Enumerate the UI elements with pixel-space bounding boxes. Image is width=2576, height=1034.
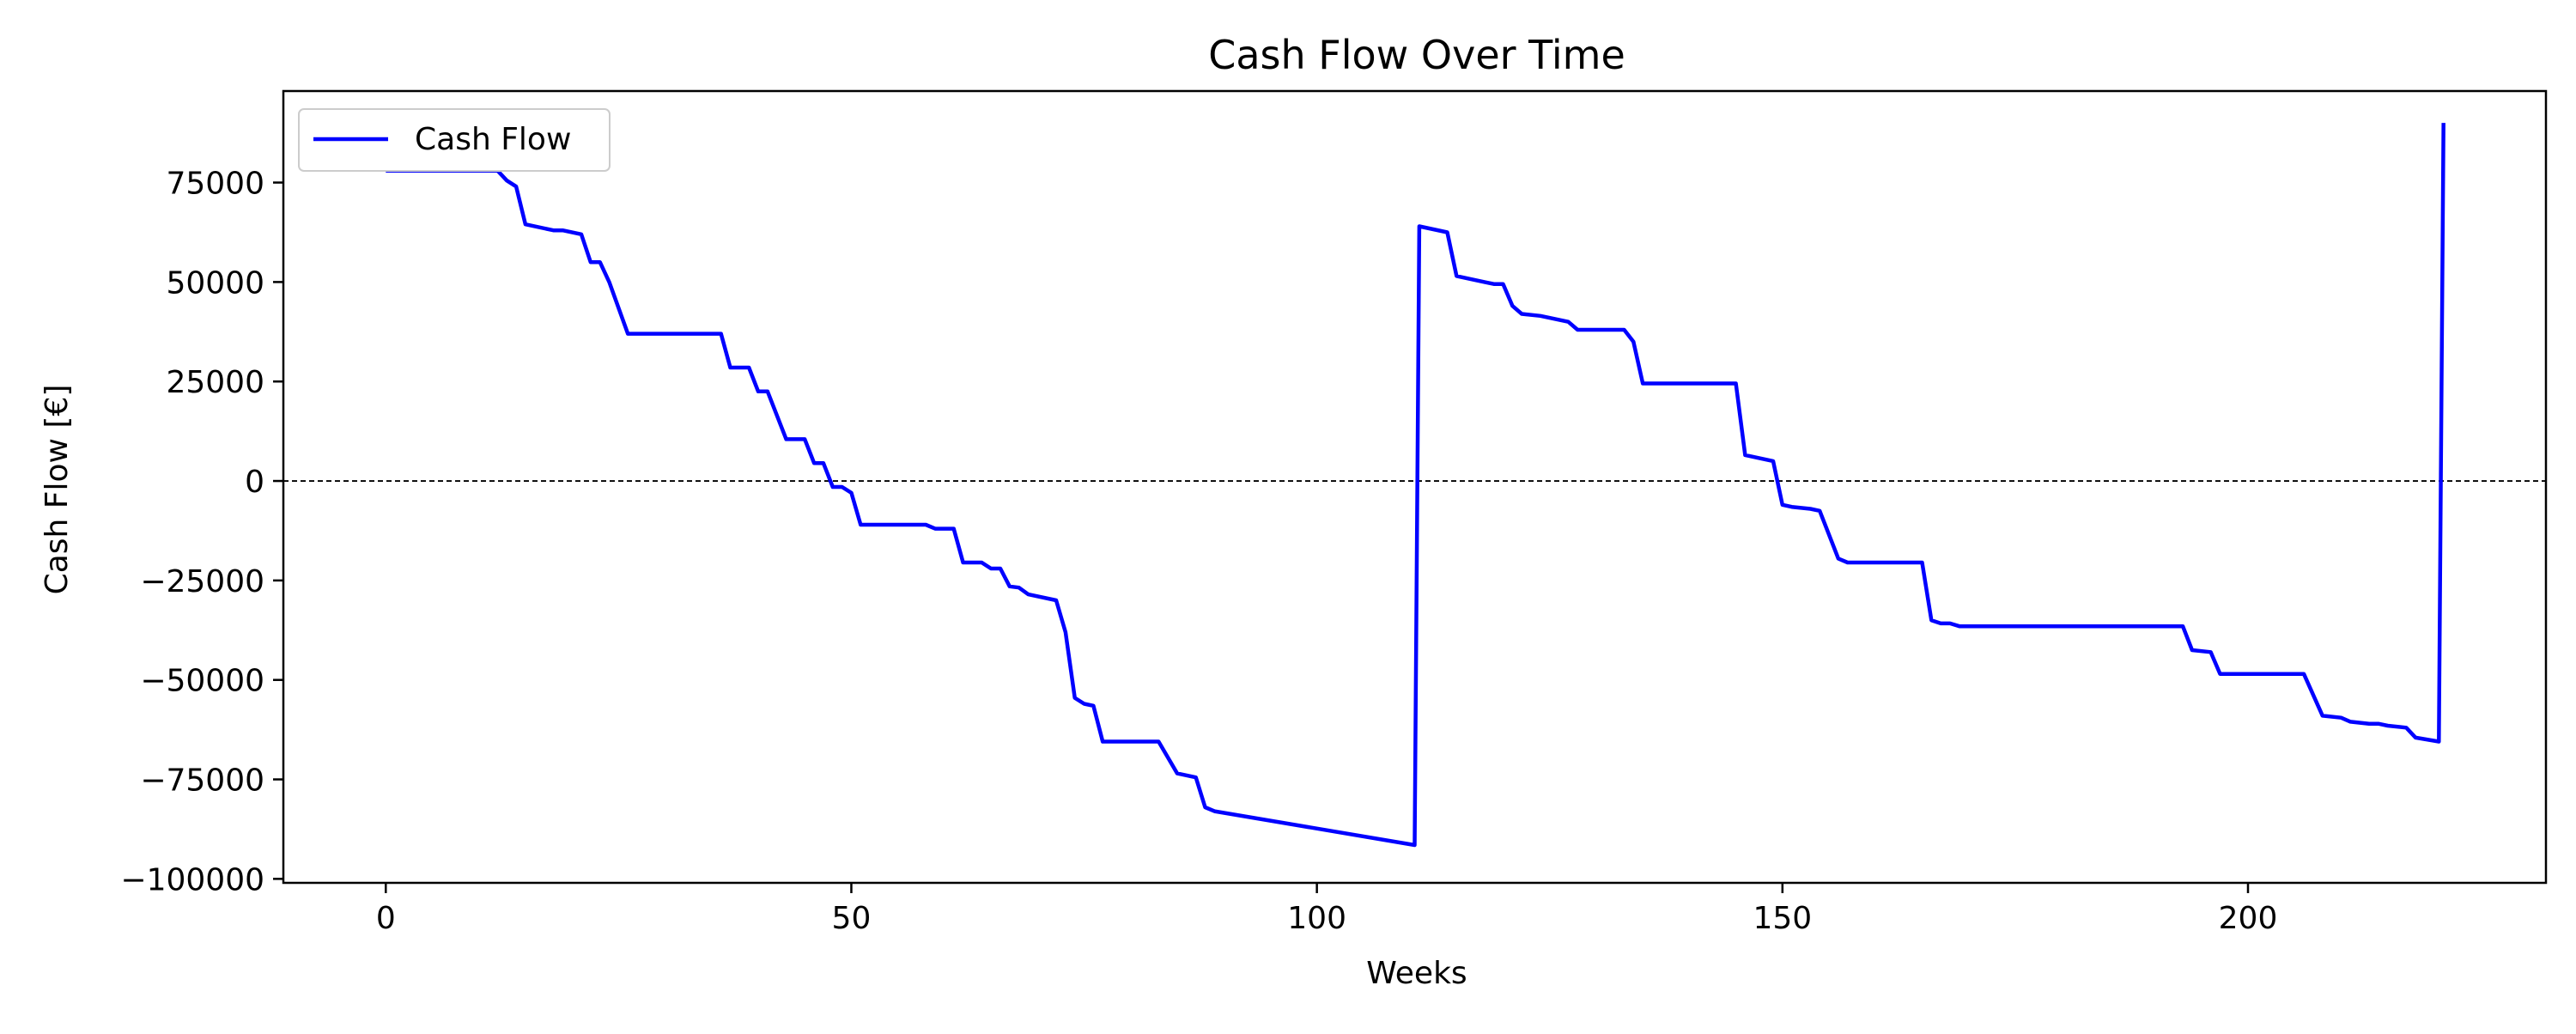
x-tick-label: 100: [1287, 901, 1346, 936]
legend-label: Cash Flow: [415, 122, 571, 157]
y-axis-label: Cash Flow [€]: [39, 385, 75, 595]
x-tick-label: 150: [1753, 901, 1812, 936]
y-tick-label: −50000: [140, 664, 264, 699]
x-tick-label: 0: [376, 901, 396, 936]
plot-area: 0 50 100 150 200 −100000 −75000 −50000 −25000 0 25…: [120, 89, 2548, 936]
chart-title: Cash Flow Over Time: [1208, 32, 1625, 78]
y-tick-label: −25000: [140, 564, 264, 599]
legend: Cash Flow: [298, 108, 611, 172]
series-line-cash-flow: [386, 123, 2445, 848]
x-tick-label: 50: [832, 901, 872, 936]
x-axis-label: Weeks: [1366, 956, 1467, 991]
y-tick-label: 75000: [166, 167, 264, 202]
plot-frame: [282, 89, 2548, 885]
legend-box: [298, 108, 611, 172]
y-tick-label: 0: [245, 465, 264, 500]
y-tick-label: −100000: [120, 862, 264, 897]
y-tick-label: 25000: [166, 365, 264, 400]
x-tick-label: 200: [2219, 901, 2278, 936]
y-tick-label: −75000: [140, 763, 264, 799]
y-tick-label: 50000: [166, 265, 264, 301]
